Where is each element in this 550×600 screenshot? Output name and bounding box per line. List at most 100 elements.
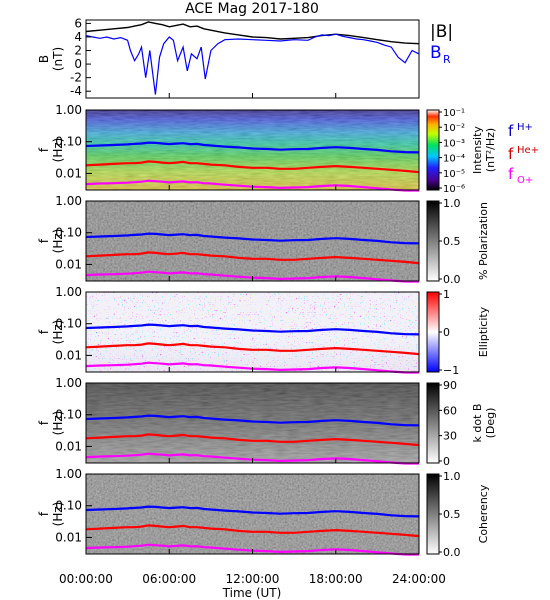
b-ytick-label: -4 [70, 84, 82, 98]
figure-title: ACE Mag 2017-180 [185, 1, 319, 17]
coherency-cbar-label: Coherency [477, 484, 490, 543]
polarization-cbar-tick-label: 1.0 [443, 197, 461, 210]
coherency-f-he-line [85, 524, 420, 538]
kdotb-ytick-label: 0.10 [55, 408, 82, 422]
ellipticity-f-o-line [85, 361, 419, 374]
intensity-ytick-label: 1.00 [55, 103, 82, 117]
polarization-cbar-tick-label: 0.5 [443, 235, 461, 248]
legend-f-h: f [508, 122, 514, 140]
ellipticity-ylabel: f [37, 329, 51, 334]
intensity-cbar-tick-label: 10⁻² [443, 123, 465, 134]
panel-polarization: 1.00 0.10 0.01 f (Hz) 1.0 0.5 0.0 % Polarization [37, 194, 490, 286]
b-plot-frame [85, 19, 420, 99]
polarization-ytick-label: 1.00 [55, 194, 82, 208]
kdotb-f-h-line [85, 414, 420, 427]
ellipticity-f-h-line [85, 323, 420, 336]
intensity-ytick-label: 0.10 [55, 135, 82, 149]
b-total-line [85, 21, 420, 45]
b-series-group [85, 21, 420, 95]
kdotb-ytick-label: 1.00 [55, 376, 82, 390]
x-tick-label: 00:00:00 [59, 572, 113, 586]
intensity-f-h-line [85, 141, 420, 154]
intensity-cbar-tick-label: 10⁻⁴ [443, 154, 465, 165]
b-ytick-label: 4 [74, 30, 82, 44]
kdotb-ylabel-units: (Hz) [51, 411, 65, 436]
polarization-ylabel: f [37, 238, 51, 243]
polarization-f-h-line [85, 232, 420, 245]
coherency-ylabel-units: (Hz) [51, 502, 65, 527]
x-tick-label: 06:00:00 [142, 572, 196, 586]
kdotb-cbar-label-units: (Deg) [484, 408, 497, 439]
coherency-colorbar [426, 473, 440, 555]
coherency-ytick-label: 0.01 [55, 530, 82, 544]
intensity-f-he-line [85, 160, 420, 174]
kdotb-ytick-label: 0.01 [55, 439, 82, 453]
kdotb-colorbar [426, 382, 440, 464]
b-ytick-label: -2 [70, 71, 82, 85]
coherency-ylabel: f [37, 511, 51, 516]
b-ytick-label: 2 [74, 44, 82, 58]
b-radial-line [85, 33, 420, 95]
x-tick-label: 24:00:00 [392, 572, 446, 586]
kdotb-f-o-line [85, 452, 419, 465]
legend-b-total: |B| [430, 22, 453, 42]
coherency-ytick-label: 0.10 [55, 499, 82, 513]
ellipticity-cbar-tick-label: 1 [443, 288, 450, 301]
polarization-f-he-line [85, 251, 420, 265]
polarization-ytick-label: 0.10 [55, 226, 82, 240]
intensity-ylabel: f [37, 147, 51, 152]
panel-coherency: 1.00 0.10 0.01 f (Hz) 1.0 0.5 0.0 Coherency [37, 467, 490, 559]
kdotb-cbar-tick-label: 90 [443, 379, 457, 392]
polarization-ytick-label: 0.01 [55, 257, 82, 271]
intensity-f-o-line [85, 179, 419, 192]
b-ytick-label: 6 [74, 16, 82, 30]
legend-f-h-sup: H+ [517, 122, 533, 133]
coherency-cbar-tick-label: 0.0 [443, 546, 461, 559]
ellipticity-ylabel-units: (Hz) [51, 320, 65, 345]
polarization-f-o-line [85, 270, 419, 283]
intensity-ytick-label: 0.01 [55, 166, 82, 180]
b-ytick-label: 0 [74, 57, 82, 71]
polarization-ylabel-units: (Hz) [51, 229, 65, 254]
kdotb-cbar-tick-label: 0 [443, 455, 450, 468]
kdotb-cbar-tick-label: 60 [443, 404, 457, 417]
legend-b-radial-sub: R [443, 53, 451, 66]
ellipticity-ytick-label: 0.10 [55, 317, 82, 331]
intensity-cbar-label: Intensity [471, 126, 484, 174]
panel-ellipticity: 1.00 0.10 0.01 f (Hz) 1 0 −1 Ellipticity [37, 285, 490, 377]
kdotb-f-he-line [85, 433, 420, 447]
coherency-cbar-tick-label: 1.0 [443, 470, 461, 483]
b-ylabel: B [37, 55, 51, 63]
intensity-ylabel-units: (Hz) [51, 138, 65, 163]
x-tick-label: 18:00:00 [309, 572, 363, 586]
ellipticity-ytick-label: 1.00 [55, 285, 82, 299]
b-ylabel-units: (nT) [51, 47, 65, 71]
coherency-cbar-tick-label: 0.5 [443, 508, 461, 521]
polarization-cbar-label: % Polarization [477, 202, 490, 280]
intensity-cbar-tick-label: 10⁻⁵ [443, 169, 465, 180]
ellipticity-cbar-tick-label: 0 [443, 326, 450, 339]
ellipticity-ytick-label: 0.01 [55, 348, 82, 362]
intensity-cbar-tick-label: 10⁻³ [443, 138, 465, 149]
ellipticity-cbar-label: Ellipticity [477, 306, 490, 357]
x-axis-label: Time (UT) [222, 586, 282, 600]
polarization-cbar-tick-label: 0.0 [443, 273, 461, 286]
intensity-cbar-tick-label: 10⁻⁶ [443, 184, 465, 195]
intensity-cbar-label-units: (nT²/Hz) [484, 128, 497, 172]
legend-f-o-sub: O+ [517, 175, 533, 186]
legend-f-he: f [508, 145, 514, 163]
intensity-cbar-tick-label: 10⁻¹ [443, 108, 465, 119]
x-axis-ticks: 00:00:00 06:00:00 12:00:00 18:00:00 24:00:00 [59, 93, 446, 586]
intensity-colorbar [426, 109, 440, 191]
kdotb-ylabel: f [37, 420, 51, 425]
coherency-f-h-line [85, 505, 420, 518]
x-tick-label: 12:00:00 [226, 572, 280, 586]
kdotb-cbar-tick-label: 30 [443, 430, 457, 443]
ellipticity-colorbar [426, 291, 440, 373]
kdotb-cbar-label: k dot B [471, 404, 484, 443]
panel-kdotb: 1.00 0.10 0.01 f (Hz) 90 60 30 0 k dot B (Deg) [37, 376, 497, 468]
legend-f-o: f [508, 165, 514, 183]
legend-frequencies: f H+ f He+ f O+ [508, 122, 539, 186]
